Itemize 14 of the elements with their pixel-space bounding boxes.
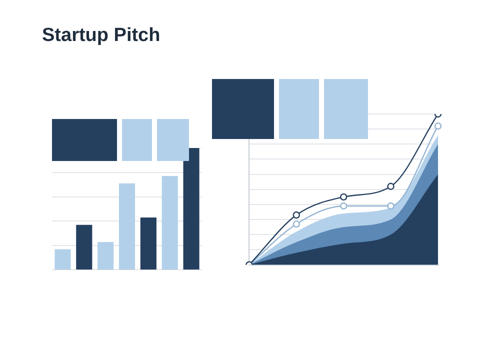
point xyxy=(387,182,394,190)
point xyxy=(387,202,394,210)
bar xyxy=(118,183,136,270)
bar xyxy=(183,148,200,270)
bar xyxy=(98,242,114,270)
bar xyxy=(54,249,71,270)
point xyxy=(292,220,300,228)
bar xyxy=(162,176,178,270)
point xyxy=(340,193,348,201)
point xyxy=(340,202,348,210)
bar xyxy=(140,218,156,270)
point xyxy=(292,211,300,219)
bar xyxy=(76,224,92,270)
chart-title: Startup Pitch xyxy=(42,25,160,47)
